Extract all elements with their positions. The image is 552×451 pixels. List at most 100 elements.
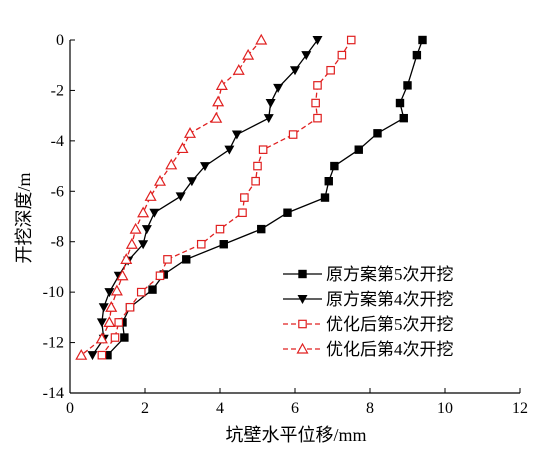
data-point bbox=[231, 130, 242, 140]
data-point bbox=[224, 145, 235, 155]
x-tick-label: 6 bbox=[291, 400, 299, 417]
data-point bbox=[242, 48, 255, 60]
data-point bbox=[97, 350, 107, 360]
data-point bbox=[346, 35, 356, 45]
data-point bbox=[141, 225, 152, 235]
data-point bbox=[212, 95, 225, 107]
data-point bbox=[301, 51, 312, 61]
y-axis-title: 开挖深度/m bbox=[14, 172, 34, 263]
data-point bbox=[263, 114, 274, 124]
data-point bbox=[105, 301, 118, 312]
data-point bbox=[251, 176, 260, 186]
data-point bbox=[324, 177, 333, 186]
data-point bbox=[149, 208, 160, 218]
data-point bbox=[313, 113, 322, 123]
data-point bbox=[253, 161, 262, 171]
data-point bbox=[290, 66, 300, 76]
data-point bbox=[110, 284, 123, 296]
data-point bbox=[273, 83, 284, 93]
data-point bbox=[125, 238, 138, 249]
data-point bbox=[313, 81, 322, 90]
data-point bbox=[255, 33, 268, 45]
y-tick-label: -4 bbox=[51, 133, 64, 150]
series-3 bbox=[97, 35, 356, 360]
x-tick-label: 8 bbox=[366, 400, 374, 417]
data-point bbox=[96, 318, 107, 328]
legend-label: 原方案第5次开挖 bbox=[326, 265, 454, 284]
data-point bbox=[312, 36, 323, 45]
data-point bbox=[399, 113, 408, 123]
data-point bbox=[138, 240, 149, 250]
data-point bbox=[403, 81, 412, 90]
data-point bbox=[283, 208, 292, 217]
legend-label: 优化后第5次开挖 bbox=[326, 315, 454, 334]
data-point bbox=[395, 98, 405, 108]
x-tick-label: 4 bbox=[216, 400, 224, 417]
data-point bbox=[75, 348, 88, 360]
data-point bbox=[232, 64, 245, 75]
data-point bbox=[196, 239, 206, 249]
data-point bbox=[175, 192, 186, 202]
data-point bbox=[288, 130, 298, 139]
data-point bbox=[125, 302, 135, 312]
data-point bbox=[182, 255, 191, 264]
y-tick-label: -2 bbox=[51, 82, 64, 99]
series-layer bbox=[75, 33, 427, 361]
y-tick-label: -12 bbox=[43, 335, 64, 352]
data-point bbox=[330, 161, 339, 171]
data-point bbox=[103, 350, 112, 360]
data-point bbox=[148, 285, 157, 294]
y-tick-label: -6 bbox=[51, 183, 64, 200]
data-point bbox=[153, 174, 167, 186]
x-tick-label: 12 bbox=[512, 400, 528, 417]
legend-marker bbox=[298, 319, 307, 329]
data-point bbox=[163, 255, 172, 264]
data-point bbox=[114, 318, 124, 327]
series-line bbox=[101, 39, 352, 356]
data-point bbox=[155, 271, 165, 281]
legend-marker bbox=[296, 342, 309, 354]
data-point bbox=[129, 222, 142, 234]
axes: 0 2 4 6 8 10 12 0 -2 -4 -6 -8 -10 -12 -14 bbox=[43, 32, 528, 417]
y-tick-label: -8 bbox=[51, 234, 64, 251]
legend-marker bbox=[297, 295, 308, 304]
data-point bbox=[326, 65, 335, 75]
data-point bbox=[373, 129, 382, 138]
y-tick-label: 0 bbox=[56, 32, 64, 49]
data-point bbox=[257, 224, 266, 234]
data-point bbox=[144, 190, 157, 201]
data-point bbox=[215, 224, 225, 234]
data-point bbox=[240, 193, 249, 202]
data-point bbox=[98, 303, 109, 313]
series-4 bbox=[75, 33, 268, 360]
data-point bbox=[238, 208, 247, 218]
data-point bbox=[103, 316, 116, 327]
data-point bbox=[120, 333, 129, 342]
data-point bbox=[320, 193, 330, 202]
legend-label: 原方案第4次开挖 bbox=[326, 290, 454, 309]
data-point bbox=[311, 98, 320, 108]
data-point bbox=[354, 145, 363, 154]
data-point bbox=[210, 111, 223, 123]
data-point bbox=[176, 142, 189, 154]
legend-marker bbox=[298, 269, 307, 279]
x-tick-label: 10 bbox=[437, 400, 453, 417]
data-point bbox=[104, 288, 115, 298]
data-point bbox=[200, 162, 210, 172]
series-2 bbox=[87, 36, 323, 361]
data-point bbox=[337, 50, 347, 60]
data-point bbox=[95, 332, 108, 344]
data-point bbox=[186, 177, 197, 187]
y-tick-label: -10 bbox=[43, 284, 64, 301]
x-axis-title: 坑壁水平位移/mm bbox=[225, 425, 366, 445]
data-point bbox=[165, 158, 178, 170]
data-point bbox=[110, 333, 120, 342]
data-point bbox=[265, 99, 276, 109]
data-point bbox=[183, 127, 197, 138]
data-point bbox=[116, 269, 129, 281]
series-line bbox=[80, 39, 262, 356]
data-point bbox=[412, 50, 422, 60]
data-point bbox=[136, 287, 146, 297]
